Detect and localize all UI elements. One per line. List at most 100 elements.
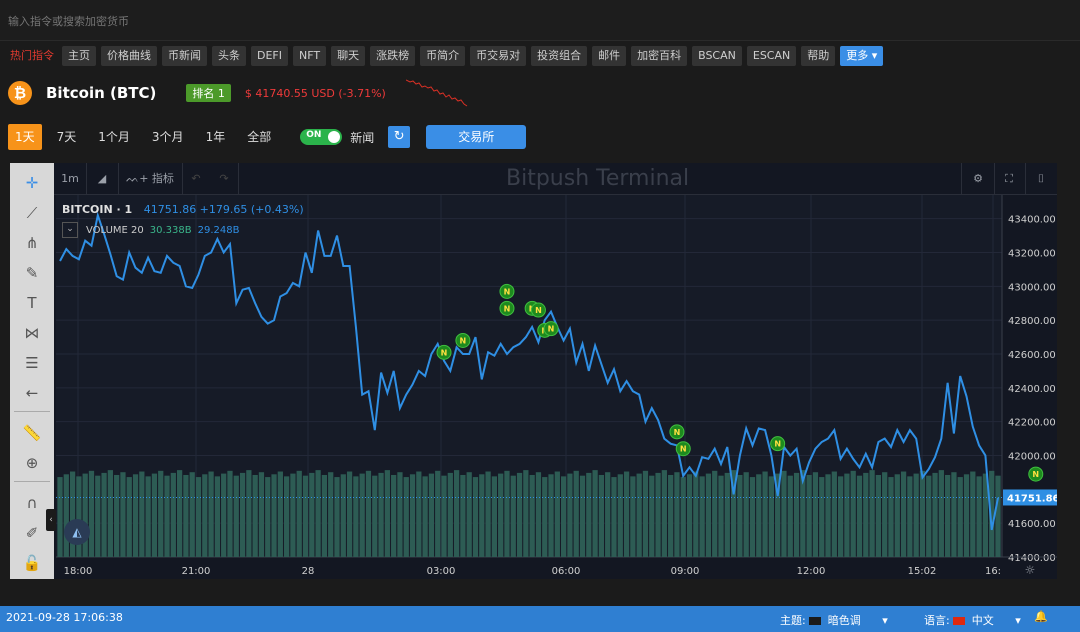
nav-item-nft[interactable]: NFT [293,46,327,66]
command-input[interactable] [6,10,1070,32]
news-marker-label: N [680,445,687,454]
volume-bar [837,476,844,557]
redo-icon[interactable]: ↷ [210,163,239,194]
zoom-in-icon[interactable]: ⊕ [25,454,39,472]
volume-bar [391,474,397,557]
crosshair-icon[interactable]: ✛ [25,174,39,192]
news-marker[interactable] [530,302,546,318]
settings-gear-icon[interactable]: ⚙ [961,163,995,194]
nav-item-trading-pairs[interactable]: 币交易对 [470,46,527,66]
exchange-button[interactable]: 交易所 [426,125,527,149]
news-marker[interactable] [499,283,515,299]
nav-item-crypto-wiki[interactable]: 加密百科 [631,46,688,66]
collapse-toolbar-icon[interactable]: ‹ [46,509,56,531]
rank-badge: 排名 1 [186,84,231,102]
volume-bar [592,470,598,557]
volume-bar [428,473,435,557]
volume-bar [202,474,208,557]
nav-item-price-curve[interactable]: 价格曲线 [101,46,157,66]
nav-item-escan[interactable]: ESCAN [746,46,797,66]
theme-selector[interactable]: 主题: 暗色调 ▾ [780,612,888,628]
tool-divider [14,481,50,482]
x-tick-label: 12:00 [797,566,826,577]
nav-item-chat[interactable]: 聊天 [331,46,366,66]
language-selector[interactable]: 语言: 中文 ▾ [924,612,1021,628]
volume-bar [900,471,907,557]
camera-icon[interactable]: ⌷ [1037,172,1045,185]
trend-line-icon[interactable]: ⟋ [26,204,38,222]
news-marker[interactable] [770,436,786,452]
indicators-button[interactable]: ᨓ+ 指标 [118,163,183,194]
news-marker[interactable] [669,424,685,440]
nav-item-gainers-losers[interactable]: 涨跌榜 [370,46,416,66]
news-marker[interactable] [543,321,559,337]
pitchfork-icon[interactable]: ⋔ [25,234,39,252]
volume-bar [466,472,472,557]
nav-item-bscan[interactable]: BSCAN [692,46,742,66]
nav-item-mail[interactable]: 邮件 [592,46,627,66]
chevron-down-icon[interactable]: ⌄ [62,222,78,238]
back-arrow-icon[interactable]: ← [25,384,39,402]
volume-bar [309,472,315,557]
refresh-icon[interactable]: ↻ [388,126,411,148]
volume-bar [630,476,636,557]
text-tool-icon[interactable]: T [27,294,37,312]
volume-bar [705,473,712,557]
news-marker[interactable] [499,300,515,316]
y-tick-label: 43000.00 [1008,282,1056,293]
bell-icon[interactable]: 🔔 [1034,610,1048,623]
range-1m-button[interactable]: 1个月 [98,130,130,144]
ruler-icon[interactable]: 📏 [22,424,42,442]
nav-item-headlines[interactable]: 头条 [212,46,246,66]
news-marker-label: N [774,440,781,449]
range-1d-button[interactable]: 1天 [8,124,42,150]
range-selector: 1天 7天 1个月 3个月 1年 全部 ON 新闻 ↻ 交易所 [8,124,527,150]
volume-bar [227,470,233,557]
nav-item-defi[interactable]: DEFI [251,46,288,66]
prediction-icon[interactable]: ☰ [25,354,39,372]
nav-item-coin-news[interactable]: 币新闻 [162,46,207,66]
nav-item-home[interactable]: 主页 [62,46,96,66]
nav-more-button[interactable]: 更多 ▾ [840,46,884,66]
nav-item-help[interactable]: 帮助 [801,46,836,66]
lock-drawing-icon[interactable]: ✐ [25,524,39,542]
fullscreen-icon[interactable]: ⛶ [993,163,1026,194]
pattern-icon[interactable]: ⋈ [24,324,40,342]
volume-bar [768,476,774,557]
unlock-icon[interactable]: 🔓 [22,554,42,572]
volume-bar [535,472,542,557]
price-chart[interactable]: 43400.00 43200.00 43000.00 42800.00 42600.00… [56,195,1057,579]
china-flag-icon [953,617,966,625]
nav-item-coin-intro[interactable]: 币简介 [420,46,466,66]
news-toggle[interactable]: ON [300,129,343,145]
range-3m-button[interactable]: 3个月 [151,130,184,144]
volume-bar [132,474,139,557]
y-tick-label: 43400.00 [1008,215,1056,226]
volume-bar [800,470,806,557]
volume-bar [409,474,416,557]
volume-bar [938,470,944,557]
axis-settings-icon[interactable]: ☼ [1025,563,1036,577]
news-marker[interactable] [1028,466,1044,482]
volume-bar [819,477,825,557]
volume-bar [976,476,982,557]
volume-bar [642,470,649,557]
interval-selector[interactable]: 1m [54,163,87,194]
undo-icon[interactable]: ↶ [191,172,201,185]
nav-item-portfolio[interactable]: 投资组合 [531,46,588,66]
volume-bar [69,471,76,557]
range-1y-button[interactable]: 1年 [205,130,226,144]
volume-bar [158,470,164,557]
news-marker[interactable] [436,344,452,360]
news-marker[interactable] [675,441,691,457]
magnet-icon[interactable]: ∩ [26,494,38,512]
volume-bar [598,474,605,557]
range-all-button[interactable]: 全部 [247,130,272,144]
volume-bar [775,473,781,557]
news-marker[interactable] [455,332,471,348]
chart-type-icon[interactable]: ◢ [86,163,119,194]
brush-icon[interactable]: ✎ [25,264,39,282]
range-7d-button[interactable]: 7天 [56,130,77,144]
volume-bar [504,470,510,557]
volume-bar [76,476,82,557]
